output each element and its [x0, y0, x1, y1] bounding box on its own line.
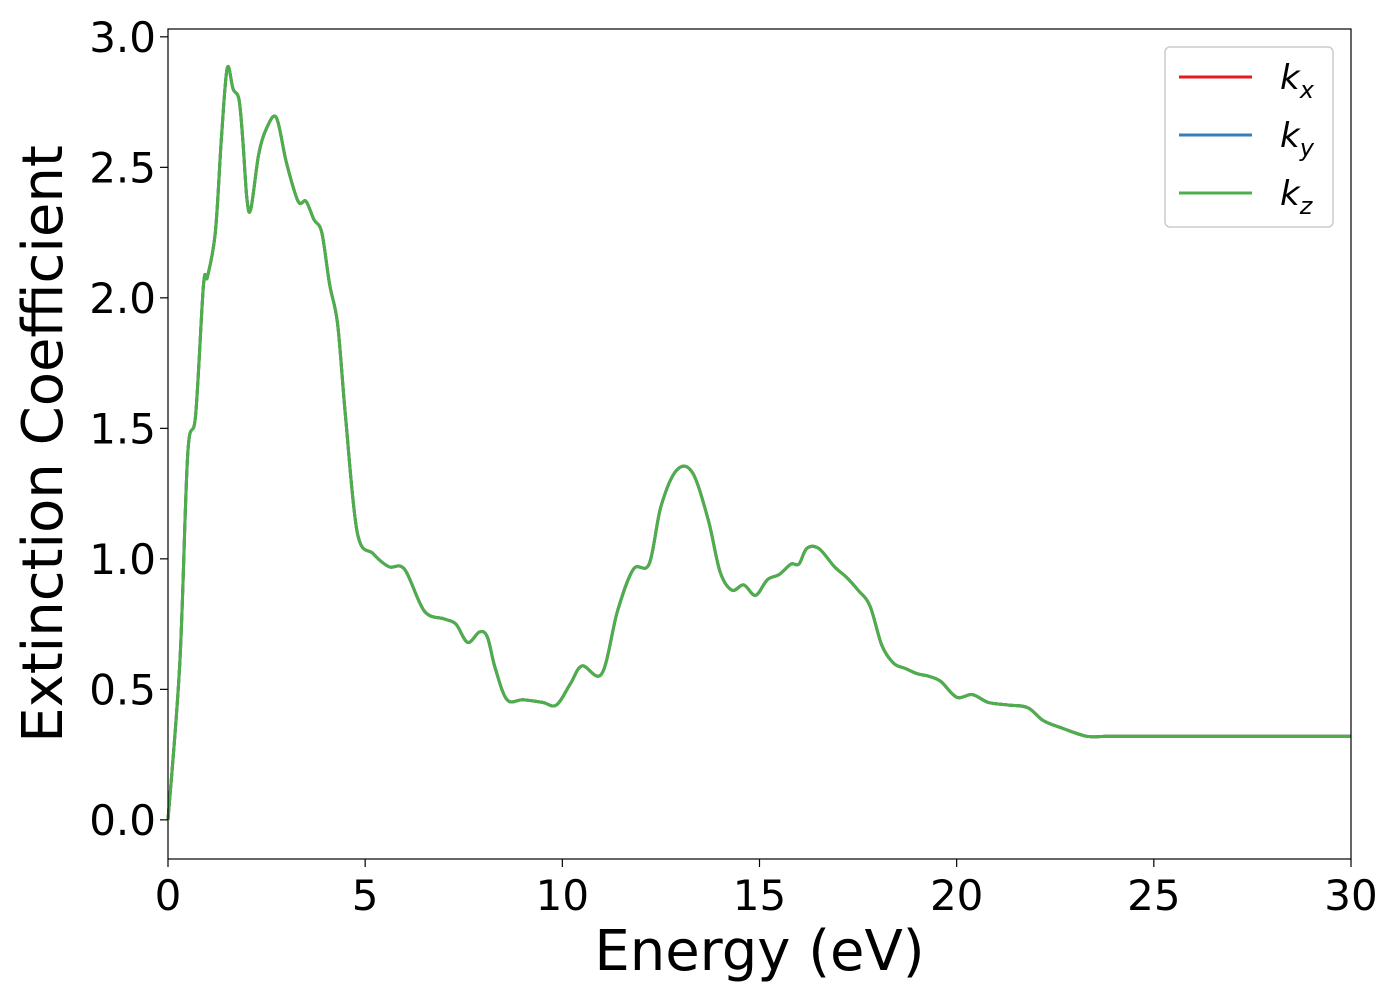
legend-box — [1164, 46, 1334, 228]
x-tick-label: 15 — [733, 871, 786, 920]
legend-label-kz: kz — [1280, 174, 1314, 220]
x-tick-label: 5 — [352, 871, 379, 920]
y-tick-label: 3.0 — [89, 13, 156, 62]
y-tick-label: 2.5 — [89, 143, 156, 192]
x-tick-label: 20 — [930, 871, 983, 920]
x-tick-label: 0 — [155, 871, 182, 920]
legend: kx ky kz — [1164, 46, 1334, 228]
legend-label-kx: kx — [1280, 58, 1315, 104]
series-line-kz — [166, 64, 1351, 820]
y-axis-ticks: 0.0 0.5 1.0 1.5 2.0 2.5 3.0 — [89, 13, 168, 845]
series-layer — [166, 64, 1351, 820]
x-tick-label: 30 — [1324, 871, 1377, 920]
x-tick-label: 10 — [536, 871, 589, 920]
y-tick-label: 1.0 — [89, 535, 156, 584]
plot-area — [168, 29, 1351, 859]
legend-label-ky: ky — [1280, 116, 1315, 162]
y-tick-label: 0.5 — [89, 665, 156, 714]
x-tick-label: 25 — [1127, 871, 1180, 920]
x-axis-ticks: 0 5 10 15 20 25 30 — [155, 859, 1378, 920]
y-tick-label: 2.0 — [89, 274, 156, 323]
y-tick-label: 1.5 — [89, 404, 156, 453]
y-axis-label: Extinction Coefficient — [11, 145, 76, 743]
y-tick-label: 0.0 — [89, 796, 156, 845]
x-axis-label: Energy (eV) — [594, 919, 924, 984]
